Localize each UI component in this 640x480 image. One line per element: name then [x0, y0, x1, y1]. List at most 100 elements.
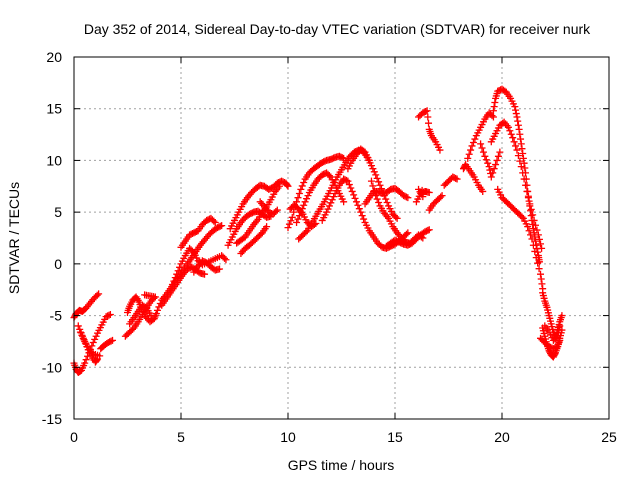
- series-arc-a: [70, 311, 114, 376]
- data-point: [147, 312, 155, 320]
- data-point: [96, 352, 104, 360]
- series-arc-r: [256, 198, 281, 218]
- data-point: [174, 267, 182, 275]
- data-point: [283, 181, 291, 189]
- y-tick-label: 15: [46, 101, 62, 117]
- data-point: [464, 154, 472, 162]
- data-point: [369, 165, 377, 173]
- data-point: [81, 359, 89, 367]
- series-arc-an: [537, 334, 564, 353]
- data-point: [520, 175, 528, 183]
- data-point: [437, 193, 445, 201]
- data-point: [92, 332, 100, 340]
- data-point: [537, 240, 545, 248]
- data-point: [535, 265, 543, 273]
- data-point: [492, 161, 500, 169]
- data-point: [300, 178, 308, 186]
- data-point: [487, 173, 495, 181]
- data-point: [272, 207, 280, 215]
- data-point: [301, 198, 309, 206]
- data-point: [534, 231, 542, 239]
- data-point: [527, 231, 535, 239]
- data-point: [532, 237, 540, 245]
- data-point: [511, 103, 519, 111]
- data-point: [513, 146, 521, 154]
- data-point: [273, 206, 281, 214]
- x-axis-label: GPS time / hours: [288, 457, 395, 473]
- data-point: [290, 208, 298, 216]
- data-point: [404, 229, 412, 237]
- data-point: [552, 334, 560, 342]
- data-point: [350, 191, 358, 199]
- data-point: [478, 144, 486, 152]
- data-point: [491, 99, 499, 107]
- data-point: [325, 202, 333, 210]
- data-point: [216, 222, 224, 230]
- series-arc-h: [126, 301, 155, 328]
- data-point: [325, 172, 333, 180]
- chart-title: Day 352 of 2014, Sidereal Day-to-day VTE…: [84, 21, 591, 37]
- data-point: [465, 150, 473, 158]
- data-point: [488, 112, 496, 120]
- data-point: [525, 227, 533, 235]
- data-point: [210, 217, 218, 225]
- data-point: [510, 138, 518, 146]
- data-point: [453, 175, 461, 183]
- data-point: [522, 181, 530, 189]
- data-point: [512, 142, 520, 150]
- data-point: [297, 185, 305, 193]
- series-arc-ai: [487, 118, 546, 252]
- data-point: [494, 152, 502, 160]
- data-point: [538, 244, 546, 252]
- data-point: [357, 208, 365, 216]
- data-point: [469, 139, 477, 147]
- data-point: [78, 331, 86, 339]
- data-point: [284, 224, 292, 232]
- series-arc-ag: [464, 109, 497, 162]
- data-point: [554, 332, 562, 340]
- data-point: [82, 356, 90, 364]
- data-point: [512, 106, 520, 114]
- data-point: [152, 310, 160, 318]
- data-point: [295, 190, 303, 198]
- data-point: [468, 142, 476, 150]
- data-point: [354, 201, 362, 209]
- series-arc-b: [70, 290, 103, 322]
- data-point: [527, 212, 535, 220]
- data-point: [375, 198, 383, 206]
- data-point: [303, 195, 311, 203]
- data-point: [302, 228, 310, 236]
- data-point: [342, 176, 350, 184]
- data-point: [323, 208, 331, 216]
- data-point: [524, 223, 532, 231]
- data-point: [532, 221, 540, 229]
- data-point: [284, 182, 292, 190]
- data-point: [425, 188, 433, 196]
- data-point: [345, 181, 353, 189]
- data-point: [481, 152, 489, 160]
- series-arc-aa: [382, 226, 433, 250]
- data-point: [105, 311, 113, 319]
- data-point: [513, 113, 521, 121]
- data-point: [74, 322, 82, 330]
- data-point: [558, 312, 566, 320]
- data-point: [188, 247, 196, 255]
- data-point: [95, 290, 103, 298]
- data-point: [514, 117, 522, 125]
- data-point: [340, 198, 348, 206]
- data-point: [304, 192, 312, 200]
- data-point: [218, 222, 226, 230]
- data-point: [519, 154, 527, 162]
- data-point: [535, 235, 543, 243]
- data-point: [91, 335, 99, 343]
- data-point: [295, 212, 303, 220]
- data-point: [360, 215, 368, 223]
- y-tick-label: 10: [46, 152, 62, 168]
- data-point: [530, 216, 538, 224]
- data-point: [176, 263, 184, 271]
- data-point: [106, 311, 114, 319]
- data-point: [538, 280, 546, 288]
- data-point: [533, 226, 541, 234]
- data-point: [330, 193, 338, 201]
- data-point: [551, 350, 559, 358]
